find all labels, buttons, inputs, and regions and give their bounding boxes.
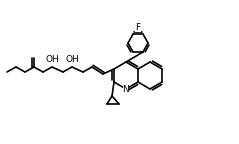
Text: OH: OH — [45, 54, 59, 64]
Text: N: N — [123, 85, 129, 93]
Text: OH: OH — [65, 54, 79, 64]
Text: F: F — [136, 22, 141, 32]
